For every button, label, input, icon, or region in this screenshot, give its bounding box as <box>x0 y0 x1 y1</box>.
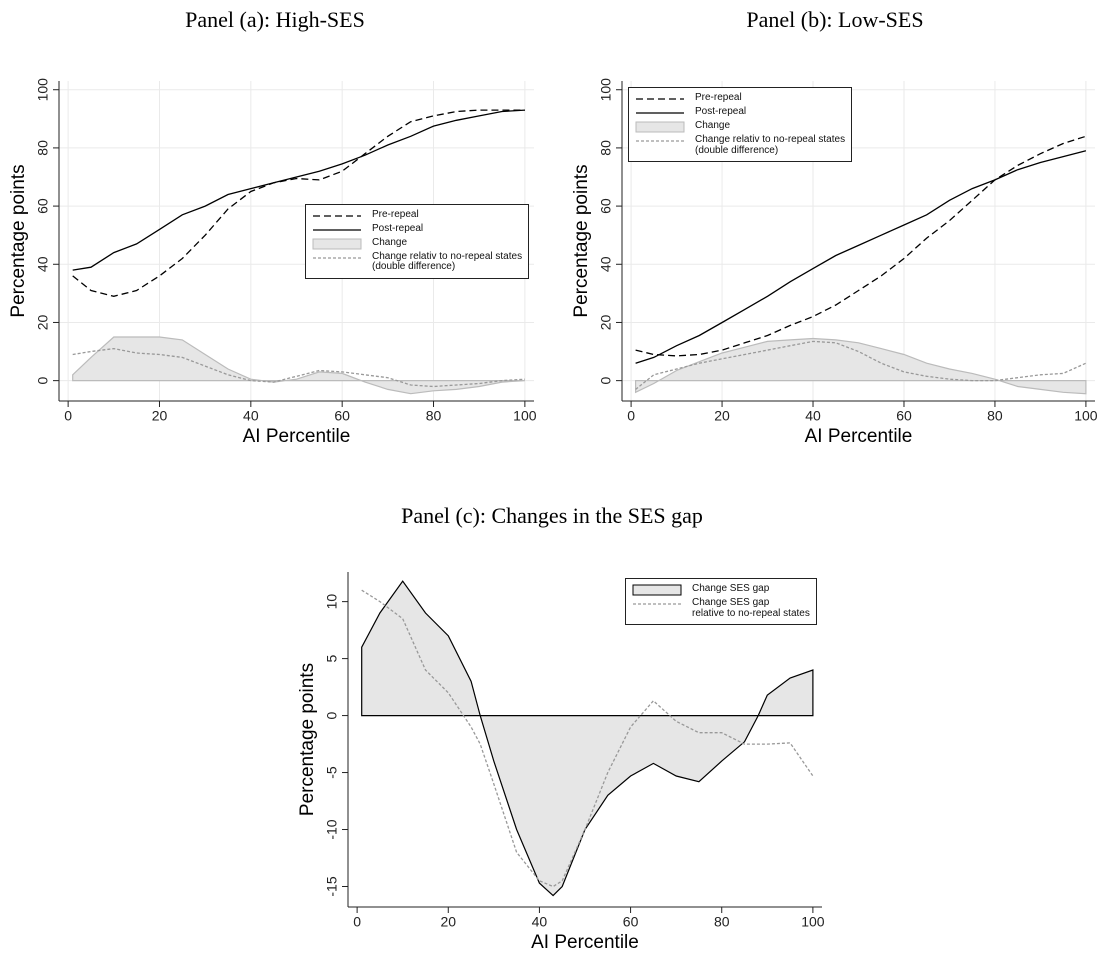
x-axis-title: AI Percentile <box>243 426 351 447</box>
legend-entry: Change relativ to no-repeal states (doub… <box>635 134 846 156</box>
y-tick-label: 10 <box>324 594 340 610</box>
legend-entry: Pre-repeal <box>635 92 845 105</box>
x-tick-label: 20 <box>152 408 168 424</box>
y-tick-label: 100 <box>35 78 51 102</box>
y-axis-title: Percentage points <box>571 164 592 317</box>
legend-swatch <box>313 256 361 259</box>
x-tick-label: 100 <box>801 914 825 930</box>
x-tick-label: 80 <box>714 914 730 930</box>
y-tick-label: 80 <box>598 140 614 156</box>
legend-label: Pre-repeal <box>372 208 419 220</box>
legend-label: Post-repeal <box>695 106 747 117</box>
legend-label: Change relativ to no-repeal states (doub… <box>695 134 846 156</box>
y-tick-label: -5 <box>324 766 340 779</box>
legend-label: Change relativ to no-repeal states (doub… <box>372 250 523 272</box>
x-tick-label: 100 <box>1074 408 1098 424</box>
y-tick-label: 5 <box>324 654 340 662</box>
legend-label: Change SES gap relative to no-repeal sta… <box>692 597 810 619</box>
x-tick-label: 40 <box>805 408 821 424</box>
legend-label: Change <box>695 120 731 131</box>
legend-entry: Post-repeal <box>312 222 522 236</box>
x-tick-label: 60 <box>896 408 912 424</box>
x-tick-label: 0 <box>627 408 635 424</box>
line <box>72 109 525 297</box>
legend-swatch <box>633 603 681 605</box>
legend-swatch <box>313 214 361 217</box>
y-axis-title: Percentage points <box>297 663 318 816</box>
y-tick-label: 100 <box>598 78 614 102</box>
y-tick-label: -15 <box>324 876 340 896</box>
legend-area <box>632 584 682 596</box>
area <box>361 580 814 897</box>
panel-title: Panel (a): High-SES <box>185 7 365 32</box>
y-tick-label: 60 <box>598 198 614 214</box>
panel-title: Panel (c): Changes in the SES gap <box>401 503 703 528</box>
legend-area <box>635 121 685 133</box>
y-tick-label: 0 <box>324 711 340 719</box>
y-tick-label: -10 <box>324 819 340 839</box>
x-tick-label: 80 <box>987 408 1003 424</box>
legend: Pre-repeal Post-repeal Change Change relati… <box>628 87 853 162</box>
x-tick-label: 40 <box>532 914 548 930</box>
line <box>72 109 525 271</box>
y-axis-title: Percentage points <box>8 164 29 317</box>
y-tick-label: 40 <box>35 256 51 272</box>
legend-entry: Pre-repeal <box>312 208 522 222</box>
y-tick-label: 80 <box>35 140 51 156</box>
line <box>361 589 814 888</box>
y-tick-label: 20 <box>598 314 614 330</box>
legend-swatch <box>312 238 362 249</box>
legend-label: Pre-repeal <box>695 92 742 103</box>
x-tick-label: 40 <box>243 408 259 424</box>
legend-label: Post-repeal <box>372 222 424 234</box>
legend-entry: Change <box>635 120 845 133</box>
legend: Change SES gap Change SES gap relative to… <box>625 578 817 625</box>
line <box>635 150 1087 364</box>
legend-area <box>312 238 362 249</box>
legend: Pre-repeal Post-repeal Change Change relati… <box>305 203 530 279</box>
legend-entry: Post-repeal <box>635 106 845 119</box>
legend-label: Change <box>372 236 408 248</box>
y-tick-label: 60 <box>35 198 51 214</box>
legend-entry: Change SES gap relative to no-repeal sta… <box>632 597 810 619</box>
legend-entry: Change <box>312 236 522 250</box>
y-tick-label: 0 <box>35 377 51 385</box>
legend-swatch <box>635 121 685 133</box>
x-tick-label: 60 <box>623 914 639 930</box>
x-tick-label: 20 <box>714 408 730 424</box>
area <box>635 337 1087 395</box>
legend-swatch <box>636 98 684 100</box>
x-axis-title: AI Percentile <box>805 426 913 447</box>
y-tick-label: 0 <box>598 377 614 385</box>
x-tick-label: 100 <box>513 408 537 424</box>
x-tick-label: 20 <box>440 914 456 930</box>
legend-swatch <box>632 584 682 596</box>
y-tick-label: 20 <box>35 314 51 330</box>
y-tick-label: 40 <box>598 256 614 272</box>
line <box>635 340 1087 390</box>
panel-title: Panel (b): Low-SES <box>746 7 923 32</box>
legend-entry: Change relativ to no-repeal states (doub… <box>312 250 523 273</box>
legend-swatch <box>636 112 684 114</box>
legend-swatch <box>313 228 361 231</box>
x-tick-label: 0 <box>64 408 72 424</box>
line <box>635 135 1087 357</box>
line <box>72 347 525 388</box>
x-tick-label: 0 <box>353 914 361 930</box>
legend-entry: Change SES gap <box>632 583 810 596</box>
x-axis-title: AI Percentile <box>531 932 639 953</box>
x-tick-label: 80 <box>426 408 442 424</box>
area <box>72 336 525 395</box>
legend-label: Change SES gap <box>692 583 770 594</box>
x-tick-label: 60 <box>334 408 350 424</box>
legend-swatch <box>636 140 684 142</box>
